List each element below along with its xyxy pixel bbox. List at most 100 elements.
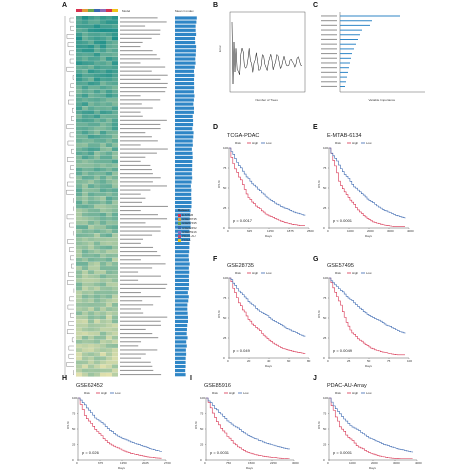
x-tick-label: 2025 bbox=[142, 461, 149, 465]
heatmap-cell bbox=[94, 143, 100, 147]
heatmap-cell bbox=[88, 327, 94, 332]
y-axis-label: OS % bbox=[317, 180, 321, 188]
heatmap-cell bbox=[100, 114, 106, 119]
heatmap-cell bbox=[94, 327, 100, 332]
heatmap-cell bbox=[112, 253, 118, 258]
model-label bbox=[120, 82, 168, 84]
heatmap-cell bbox=[82, 286, 88, 291]
heatmap-cell bbox=[76, 200, 82, 205]
y-tick-label: 25 bbox=[200, 443, 204, 447]
heatmap-cell bbox=[100, 24, 106, 29]
legend-title: Dataset bbox=[178, 208, 189, 212]
km-legend-low: Low bbox=[266, 271, 272, 275]
y-tick-label: 100 bbox=[223, 146, 228, 150]
model-label bbox=[120, 148, 168, 150]
dendrogram-branch bbox=[70, 26, 74, 31]
heatmap-cell bbox=[76, 253, 82, 258]
heatmap-cell bbox=[76, 28, 82, 33]
heatmap-cell bbox=[94, 290, 100, 295]
heatmap-cell bbox=[76, 294, 82, 299]
heatmap-cell bbox=[76, 270, 82, 275]
heatmap-cell bbox=[94, 335, 100, 340]
heatmap-cell bbox=[100, 368, 106, 373]
legend-item: PDAC-AU bbox=[178, 234, 196, 238]
variable-label bbox=[321, 85, 337, 87]
dendrogram-branch bbox=[67, 280, 74, 285]
x-tick-label: 0 bbox=[227, 359, 229, 363]
model-label bbox=[120, 103, 142, 105]
heatmap-cell bbox=[76, 151, 82, 156]
heatmap-cell bbox=[106, 331, 112, 336]
heatmap-cell bbox=[94, 93, 100, 98]
model-label bbox=[120, 345, 139, 347]
heatmap-cell bbox=[88, 344, 94, 348]
x-tick-label: 1875 bbox=[287, 229, 294, 233]
dendrogram-branch bbox=[72, 75, 74, 80]
dendrogram-branch bbox=[73, 370, 74, 375]
heatmap-cell bbox=[106, 270, 112, 275]
heatmap-cell bbox=[88, 200, 94, 205]
heatmap-cell bbox=[112, 134, 118, 139]
heatmap-cell bbox=[106, 143, 112, 147]
x-tick-label: 1350 bbox=[120, 461, 127, 465]
model-label bbox=[120, 214, 158, 216]
heatmap-cell bbox=[94, 352, 100, 357]
mean-cindex-bar bbox=[175, 69, 194, 73]
heatmap-cell bbox=[94, 40, 100, 45]
mean-cindex-bar bbox=[175, 98, 194, 102]
heatmap-cell bbox=[112, 188, 118, 193]
heatmap-cell bbox=[94, 139, 100, 143]
dataset-color-header bbox=[76, 9, 82, 12]
heatmap-cell bbox=[88, 331, 94, 336]
heatmap-cell bbox=[100, 61, 106, 65]
legend-item: TCGA bbox=[178, 238, 190, 242]
x-axis-label: Days bbox=[365, 234, 372, 238]
heatmap-cell bbox=[106, 233, 112, 238]
mean-cindex-bar bbox=[175, 188, 192, 192]
dendrogram-branch bbox=[69, 17, 74, 23]
heatmap-cell bbox=[88, 216, 94, 221]
heatmap-cell bbox=[112, 65, 118, 70]
heatmap-cell bbox=[94, 303, 100, 307]
heatmap-cell bbox=[88, 335, 94, 340]
km-curve-high bbox=[329, 277, 405, 356]
heatmap-cell bbox=[112, 16, 118, 20]
heatmap-cell bbox=[100, 57, 106, 61]
heatmap-cell bbox=[106, 253, 112, 258]
heatmap-cell bbox=[106, 171, 112, 176]
heatmap-cell bbox=[100, 229, 106, 234]
heatmap-cell bbox=[94, 225, 100, 229]
km-legend: Risk High Low bbox=[235, 271, 272, 275]
heatmap-cell bbox=[88, 204, 94, 209]
mean-cindex-bar bbox=[175, 336, 188, 340]
heatmap-cell bbox=[76, 282, 82, 287]
km-legend-low: Low bbox=[243, 391, 249, 395]
y-tick-label: 50 bbox=[200, 427, 204, 431]
heatmap-cell bbox=[82, 16, 88, 20]
heatmap-cell bbox=[112, 249, 118, 254]
heatmap-cell bbox=[82, 65, 88, 70]
model-label bbox=[120, 197, 146, 199]
heatmap-cell bbox=[88, 151, 94, 156]
model-label bbox=[120, 316, 168, 318]
heatmap-cell bbox=[94, 364, 100, 369]
heatmap-cell bbox=[112, 167, 118, 172]
model-label bbox=[120, 218, 168, 220]
km-curve-high bbox=[229, 277, 306, 354]
heatmap-cell bbox=[88, 323, 94, 328]
y-tick-label: 25 bbox=[72, 443, 76, 447]
heatmap-cell bbox=[106, 323, 112, 328]
heatmap-cell bbox=[112, 61, 118, 65]
heatmap-cell bbox=[94, 331, 100, 336]
y-tick-label: 100 bbox=[200, 396, 205, 400]
heatmap-cell bbox=[82, 335, 88, 340]
heatmap-cell bbox=[106, 237, 112, 242]
heatmap-cell bbox=[82, 69, 88, 74]
model-label bbox=[120, 287, 166, 289]
mean-cindex-bar bbox=[175, 262, 190, 266]
heatmap-cell bbox=[100, 266, 106, 270]
heatmap-cell bbox=[94, 192, 100, 197]
heatmap-cell bbox=[88, 48, 94, 53]
heatmap-cell bbox=[94, 24, 100, 29]
heatmap-cell bbox=[82, 175, 88, 180]
